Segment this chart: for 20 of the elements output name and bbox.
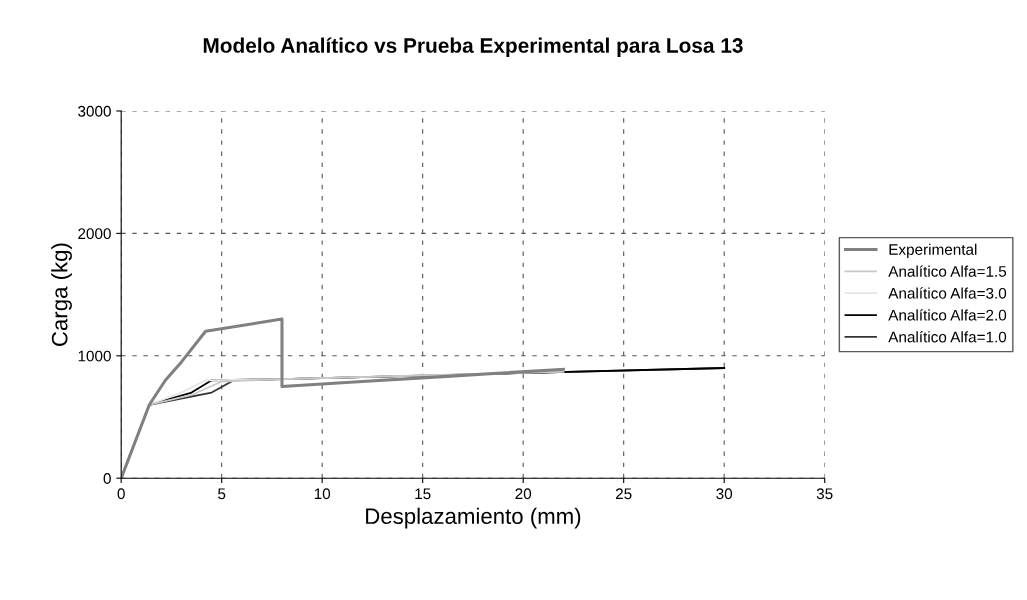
y-tick-label: 0: [103, 473, 111, 484]
chart-title: Modelo Analítico vs Prueba Experimental para Losa 13: [203, 37, 743, 57]
y-tick-label: 3000: [78, 105, 111, 117]
x-tick-label: 35: [816, 488, 833, 500]
x-tick-label: 30: [716, 488, 733, 500]
x-tick-label: 0: [117, 488, 125, 500]
legend-label: Analítico Alfa=2.0: [888, 309, 1007, 321]
x-tick-label: 5: [218, 488, 226, 500]
x-tick-label: 20: [515, 488, 532, 500]
legend-label: Analítico Alfa=1.0: [888, 331, 1007, 343]
x-tick-label: 25: [615, 488, 632, 500]
x-axis-title: Desplazamiento (mm): [366, 507, 581, 529]
y-tick-label: 1000: [78, 350, 111, 362]
legend-label: Analítico Alfa=1.5: [888, 265, 1007, 277]
legend-label: Experimental: [889, 243, 977, 258]
x-tick-label: 15: [415, 488, 431, 500]
x-tick-label: 10: [314, 488, 331, 500]
y-tick-label: 2000: [78, 228, 111, 240]
legend-label: Analítico Alfa=3.0: [888, 287, 1007, 299]
y-axis-title: Carga (kg): [51, 243, 72, 346]
